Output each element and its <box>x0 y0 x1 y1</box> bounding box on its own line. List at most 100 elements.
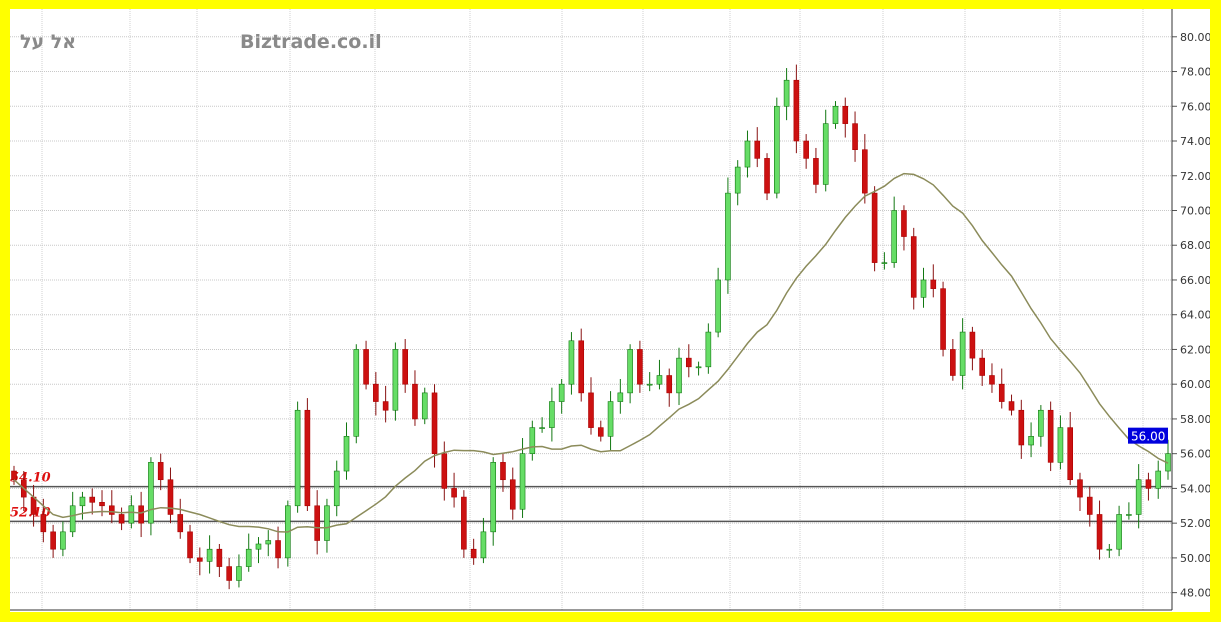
candle-down <box>157 462 164 481</box>
candle-up <box>265 540 272 545</box>
candle-down <box>1067 427 1074 481</box>
candle-up <box>1116 514 1122 550</box>
candlestick-chart: 48.00 50.00 52.00 54.00 56.00 58.00 60.00 62.00… <box>10 9 1210 611</box>
candle-up <box>744 140 751 168</box>
candle-down <box>1047 409 1054 463</box>
candle-up <box>392 349 399 411</box>
y-tick-label: 68.00 <box>1180 239 1210 252</box>
candle-down <box>187 531 193 559</box>
candle-down <box>666 375 673 394</box>
y-tick-label: 54.00 <box>1180 482 1210 495</box>
candle-down <box>50 531 56 550</box>
candle-up <box>676 357 682 394</box>
candle-up <box>519 453 526 510</box>
candle-down <box>1077 479 1083 498</box>
candle-up <box>646 383 653 386</box>
candle-down <box>1008 401 1015 411</box>
candle-down <box>275 540 281 559</box>
candle-up <box>1106 548 1113 551</box>
candle-down <box>969 331 976 359</box>
candle-down <box>871 192 878 263</box>
candle-up <box>549 401 555 428</box>
candle-down <box>1145 479 1152 489</box>
candle-down <box>30 496 37 515</box>
candle-down <box>597 427 604 437</box>
y-tick-label: 52.00 <box>1180 517 1210 530</box>
candle-down <box>989 375 995 385</box>
candle-down <box>216 548 223 567</box>
y-tick-label: 56.00 <box>1180 448 1210 461</box>
candle-up <box>480 531 487 559</box>
candle-up <box>783 79 790 107</box>
candle-up <box>343 436 350 472</box>
candle-down <box>637 349 643 385</box>
candle-up <box>1126 514 1132 516</box>
y-tick-label: 50.00 <box>1180 552 1210 565</box>
y-tick-label: 60.00 <box>1180 378 1210 391</box>
candle-up <box>695 366 702 369</box>
candle-up <box>255 543 262 550</box>
y-tick-label: 74.00 <box>1180 135 1210 148</box>
candle-up <box>725 192 731 281</box>
candle-up <box>236 566 242 581</box>
candle-down <box>461 496 467 550</box>
candle-up <box>568 340 575 385</box>
last-price-tag <box>1128 427 1168 444</box>
candle-up <box>881 262 888 264</box>
candle-up <box>607 401 614 437</box>
candle-down <box>373 383 379 402</box>
candle-down <box>451 488 457 498</box>
candle-down <box>11 470 17 481</box>
y-tick-label: 64.00 <box>1180 309 1210 322</box>
candle-up <box>1028 436 1034 446</box>
candle-down <box>950 349 956 376</box>
candle-up <box>656 375 663 385</box>
candle-up <box>1155 470 1162 489</box>
candle-down <box>314 505 320 541</box>
candle-down <box>1018 409 1025 446</box>
candle-up <box>1038 409 1044 437</box>
y-tick-label: 72.00 <box>1180 170 1210 183</box>
candle-up <box>920 279 927 298</box>
candle-down <box>910 236 917 298</box>
candle-down <box>509 479 516 510</box>
candle-down <box>842 105 849 124</box>
candle-down <box>402 349 408 385</box>
candle-up <box>206 548 213 562</box>
y-tick-label: 76.00 <box>1180 100 1210 113</box>
candle-up <box>421 392 428 420</box>
candle-down <box>862 149 868 194</box>
candle-up <box>705 331 712 368</box>
candle-down <box>685 357 692 368</box>
candle-down <box>940 288 946 350</box>
candle-down <box>431 392 438 454</box>
candle-down <box>764 158 770 194</box>
candle-down <box>89 496 96 503</box>
candle-down <box>441 453 448 489</box>
moving-average-line <box>13 172 1169 533</box>
candle-down <box>99 502 105 507</box>
candle-down <box>138 505 144 524</box>
candle-down <box>979 357 985 376</box>
y-tick-label: 80.00 <box>1180 31 1210 44</box>
watermark-site: Biztrade.co.il <box>240 31 382 53</box>
candle-down <box>304 409 311 507</box>
last-price-label: 56.00 <box>1131 430 1165 444</box>
candle-up <box>832 105 839 124</box>
candle-down <box>382 401 389 411</box>
candle-up <box>715 279 721 333</box>
candle-down <box>588 392 594 428</box>
candle-up <box>1135 479 1142 515</box>
chart-panel: 48.00 50.00 52.00 54.00 56.00 58.00 60.00 62.00… <box>10 9 1210 612</box>
candle-up <box>959 331 966 376</box>
candle-down <box>470 548 477 559</box>
candle-down <box>177 514 184 533</box>
candle-up <box>822 123 829 185</box>
candle-down <box>40 514 47 533</box>
candle-up <box>294 409 301 507</box>
candle-up <box>891 210 897 263</box>
candle-up <box>627 349 633 394</box>
candle-up <box>245 548 252 567</box>
y-tick-label: 66.00 <box>1180 274 1210 287</box>
candle-up <box>490 462 497 533</box>
